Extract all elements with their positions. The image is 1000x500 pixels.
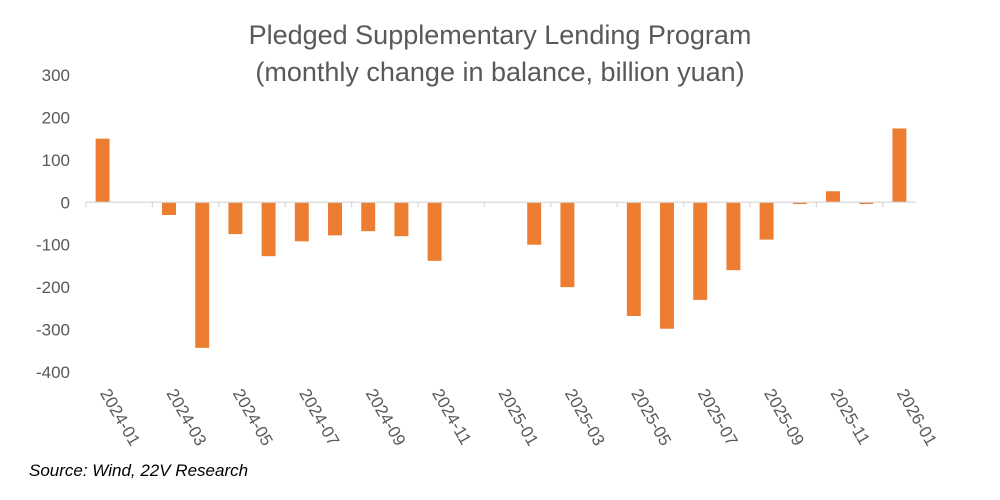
x-tick-label: 2025-05	[627, 386, 675, 450]
bar-2024-11	[428, 202, 442, 261]
bar-2025-06	[660, 202, 674, 328]
x-tick-label: 2026-01	[893, 386, 941, 450]
y-tick-label: 100	[42, 151, 70, 170]
bar-2025-11	[826, 191, 840, 202]
bar-2024-07	[295, 202, 309, 241]
bar-2025-09	[760, 202, 774, 239]
y-tick-label: -300	[36, 321, 70, 340]
x-tick-label: 2025-11	[827, 386, 874, 448]
bar-2025-05	[627, 202, 641, 316]
x-tick-label: 2025-01	[495, 386, 543, 450]
y-tick-label: -200	[36, 278, 70, 297]
bar-2024-10	[394, 202, 408, 236]
y-tick-label: 300	[42, 66, 70, 85]
bar-2024-04	[195, 202, 209, 348]
x-tick-label: 2025-09	[760, 386, 808, 450]
source-note: Source: Wind, 22V Research	[29, 461, 248, 481]
x-tick-label: 2024-05	[229, 386, 277, 450]
bar-2024-09	[361, 202, 375, 231]
bar-2024-06	[262, 202, 276, 256]
bar-2024-03	[162, 202, 176, 215]
bar-2025-07	[693, 202, 707, 300]
y-tick-label: -400	[36, 363, 70, 382]
x-tick-label: 2025-07	[694, 386, 742, 450]
bar-2026-01	[892, 128, 906, 202]
bar-2024-08	[328, 202, 342, 235]
bar-2024-05	[228, 202, 242, 234]
x-tick-label: 2024-11	[428, 386, 475, 448]
x-tick-label: 2024-03	[163, 386, 211, 450]
x-tick-label: 2024-07	[295, 386, 343, 450]
x-tick-label: 2024-09	[362, 386, 410, 450]
y-tick-label: 200	[42, 108, 70, 127]
bar-2025-02	[527, 202, 541, 244]
bar-2024-01	[96, 139, 110, 203]
bar-2025-03	[560, 202, 574, 287]
y-tick-label: 0	[61, 193, 70, 212]
x-tick-label: 2024-01	[96, 386, 144, 450]
y-tick-label: -100	[36, 236, 70, 255]
bar-2025-08	[726, 202, 740, 270]
x-tick-label: 2025-03	[561, 386, 609, 450]
